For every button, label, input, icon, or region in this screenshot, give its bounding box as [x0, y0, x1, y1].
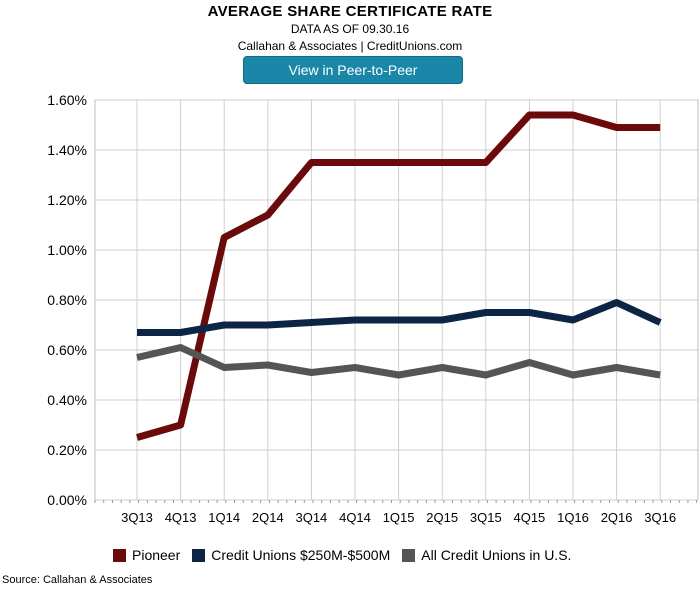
series-line-1	[137, 299, 662, 336]
x-tick-label: 1Q15	[383, 510, 415, 525]
legend-label-credit-unions-250m-500m: Credit Unions $250M-$500M	[211, 547, 391, 563]
x-tick-label: 1Q16	[557, 510, 589, 525]
series-line-2	[136, 344, 661, 379]
source-note: Source: Callahan & Associates	[2, 574, 153, 586]
y-tick-label: 1.40%	[47, 142, 87, 158]
y-tick-label: 1.20%	[47, 192, 87, 208]
y-tick-label: 1.60%	[47, 92, 87, 108]
legend-swatch-all-credit-unions	[402, 548, 416, 562]
legend-item-all-credit-unions: All Credit Unions in U.S.	[402, 547, 571, 563]
y-tick-label: 1.00%	[47, 242, 87, 258]
legend-item-pioneer: Pioneer	[113, 547, 180, 563]
x-tick-label: 3Q15	[470, 510, 502, 525]
y-tick-label: 0.60%	[47, 342, 87, 358]
legend-item-credit-unions-250m-500m: Credit Unions $250M-$500M	[192, 547, 390, 563]
x-tick-label: 3Q13	[121, 510, 153, 525]
x-tick-label: 2Q16	[601, 510, 633, 525]
data-date-subtitle: DATA AS OF 09.30.16	[290, 22, 410, 36]
byline: Callahan & Associates | CreditUnions.com	[237, 39, 463, 53]
series-line-0	[136, 111, 661, 441]
legend-swatch-pioneer	[113, 548, 126, 562]
legend-label-all-credit-unions: All Credit Unions in U.S.	[421, 547, 572, 563]
legend-swatch-credit-unions-250m-500m	[192, 548, 206, 562]
x-tick-label: 4Q14	[339, 510, 371, 525]
chart-title: AVERAGE SHARE CERTIFICATE RATE	[207, 3, 493, 20]
x-tick-label: 2Q15	[426, 510, 458, 525]
y-tick-label: 0.40%	[47, 392, 87, 408]
x-tick-label: 3Q14	[295, 510, 327, 525]
x-tick-label: 3Q16	[644, 510, 676, 525]
x-tick-label: 4Q13	[165, 510, 197, 525]
legend-label-pioneer: Pioneer	[132, 547, 181, 563]
y-tick-label: 0.00%	[47, 492, 87, 508]
x-tick-label: 2Q14	[252, 510, 284, 525]
y-tick-label: 0.20%	[47, 442, 87, 458]
x-tick-label: 1Q14	[208, 510, 240, 525]
chart-legend: Pioneer Credit Unions $250M-$500M All Cr…	[113, 545, 583, 565]
y-tick-label: 0.80%	[47, 292, 87, 308]
x-tick-label: 4Q15	[513, 510, 545, 525]
view-in-peer-to-peer-button[interactable]: View in Peer-to-Peer	[243, 56, 463, 84]
